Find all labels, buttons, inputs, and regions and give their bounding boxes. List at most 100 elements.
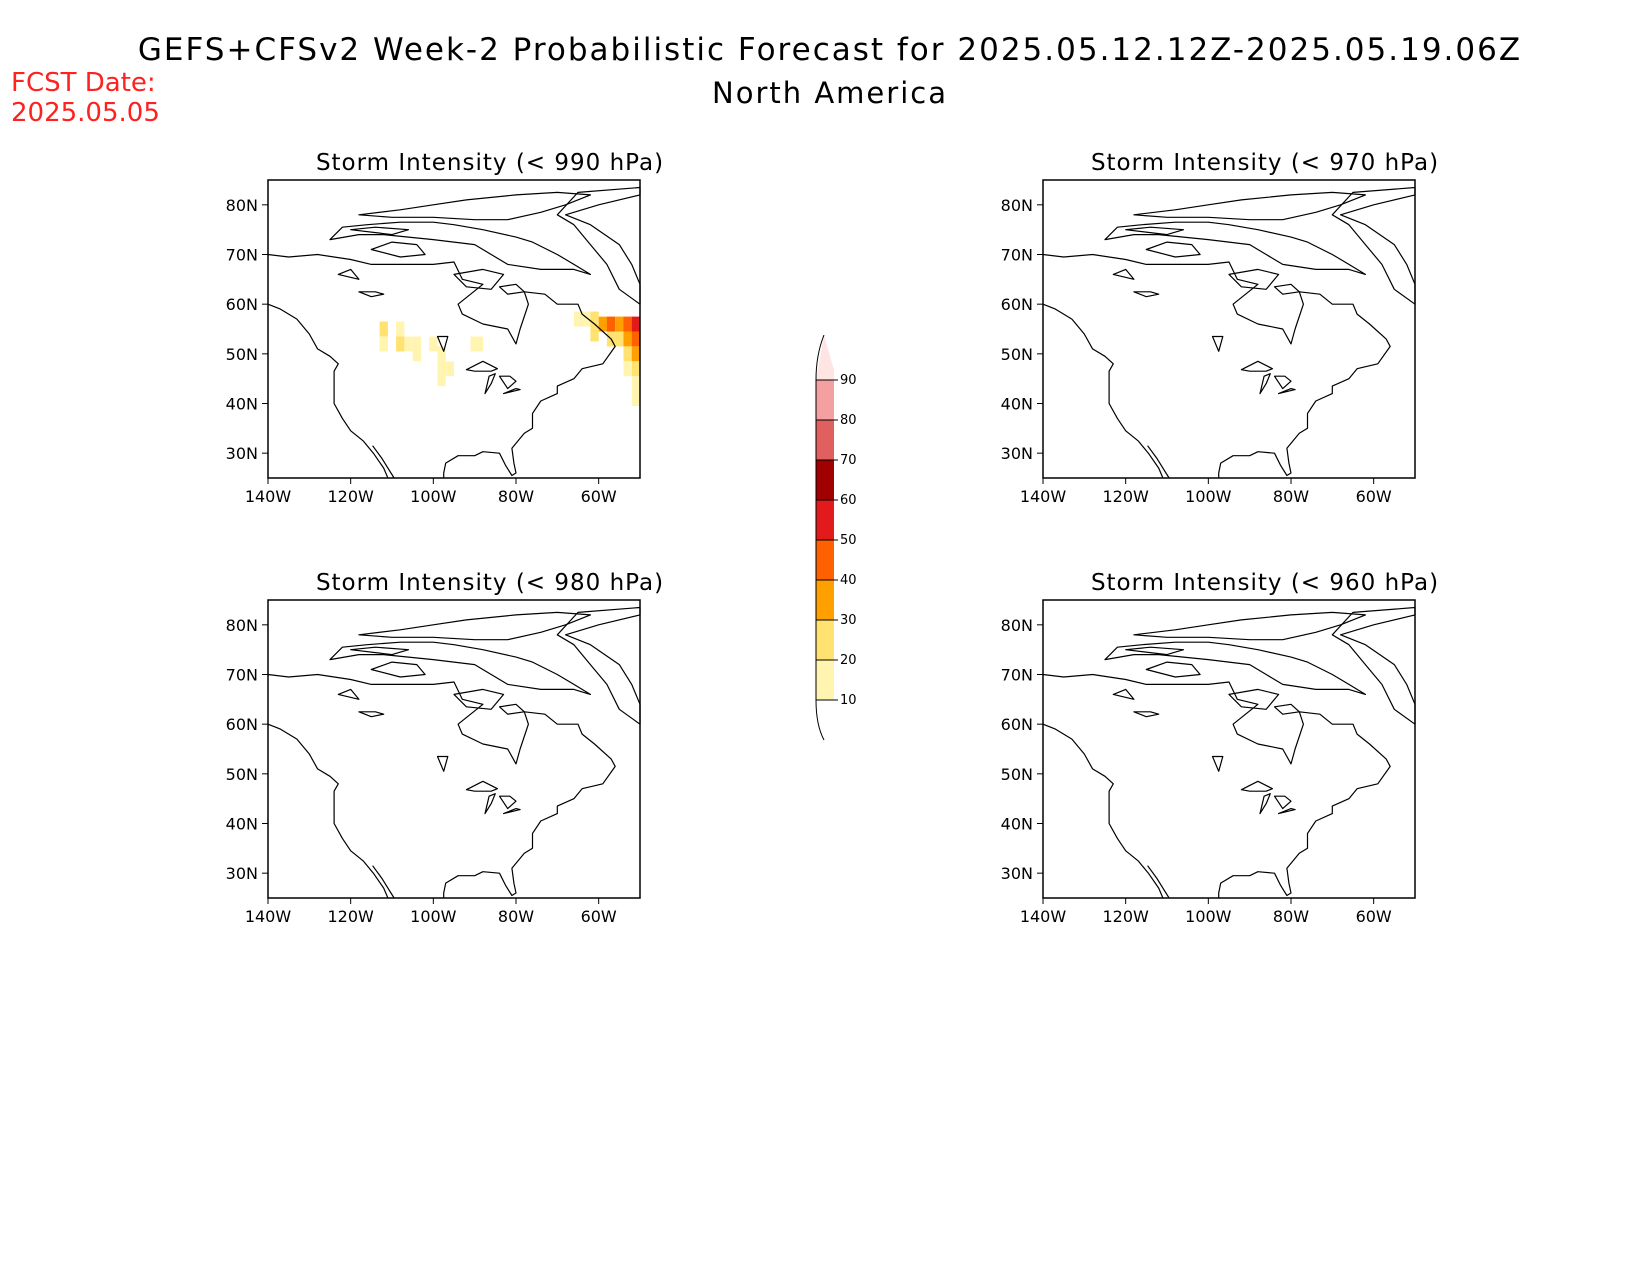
coastline-island <box>1104 221 1366 275</box>
shade-cell <box>615 331 624 347</box>
shade-cell <box>631 391 640 406</box>
shade-cell <box>598 316 607 332</box>
shade-cell <box>615 316 624 332</box>
coastline-north-america <box>1042 253 1391 478</box>
colorbar-label: 80 <box>840 413 857 428</box>
coastline-island <box>350 646 410 656</box>
lat-label: 30N <box>226 864 258 883</box>
shade-cell <box>623 331 632 347</box>
shade-cell <box>590 326 599 342</box>
colorbar-segment <box>816 460 834 500</box>
lat-label: 50N <box>1001 765 1033 784</box>
panel-title: Storm Intensity (< 970 hPa) <box>1090 150 1440 176</box>
colorbar-segment <box>816 660 834 700</box>
lake-outline <box>1278 808 1296 815</box>
lat-label: 50N <box>226 765 258 784</box>
lat-label: 80N <box>226 616 258 635</box>
coastline-north-america <box>267 673 616 898</box>
shade-cell <box>437 361 446 377</box>
shade-cell <box>623 361 632 377</box>
shade-cell <box>631 346 640 362</box>
shade-cell <box>379 336 388 352</box>
coastline-north-america <box>1042 673 1391 898</box>
coastline-island <box>1145 661 1201 678</box>
coastline-baja <box>362 860 389 899</box>
coastline-island <box>1125 226 1185 236</box>
map-980: 80N 70N 60N 50N 40N 30N 140W 120W 100W 80W 60W <box>226 599 641 926</box>
lake-outline <box>498 375 517 390</box>
fcst-date-label: FCST Date: <box>11 68 156 98</box>
coastline-mexico <box>372 865 395 899</box>
coastline-island <box>1273 283 1300 295</box>
coastline-island <box>1104 641 1366 695</box>
colorbar-top-cap <box>816 335 834 380</box>
coastline-island <box>1228 688 1280 710</box>
lake-outline <box>358 711 385 718</box>
lon-label: 100W <box>410 487 457 506</box>
coastline-island <box>498 283 525 295</box>
coastline-west <box>267 723 364 862</box>
lon-label: 120W <box>327 487 374 506</box>
lake-outline <box>1259 793 1271 815</box>
coastline-island <box>370 241 426 258</box>
colorbar-label: 70 <box>840 453 857 468</box>
map-frame <box>267 179 641 479</box>
lat-label: 40N <box>1001 395 1033 414</box>
lon-label: 60W <box>581 487 617 506</box>
lon-label: 100W <box>410 907 457 926</box>
main-title: GEFS+CFSv2 Week-2 Probabilistic Forecast… <box>137 32 1523 68</box>
lake-outline <box>1211 335 1224 352</box>
lat-label: 80N <box>1001 616 1033 635</box>
coastline-west <box>1042 303 1139 442</box>
shade-cell <box>631 361 640 377</box>
lat-label: 40N <box>1001 815 1033 834</box>
lake-outline <box>465 360 498 372</box>
panel-960: Storm Intensity (< 960 hPa) 80N 70N 60N 50N… <box>975 570 1495 950</box>
colorbar-label: 90 <box>840 373 857 388</box>
lake-outline <box>337 688 360 700</box>
map-frame <box>1042 599 1416 899</box>
lon-label: 80W <box>498 907 534 926</box>
lon-label: 80W <box>498 487 534 506</box>
shade-cell <box>631 331 640 347</box>
coastlines <box>1042 186 1416 479</box>
lon-label: 140W <box>245 907 292 926</box>
colorbar-segment <box>816 420 834 460</box>
colorbar-segment <box>816 580 834 620</box>
lon-label: 120W <box>1102 907 1149 926</box>
coastline-island <box>1133 191 1366 221</box>
lon-label: 80W <box>1273 487 1309 506</box>
lat-label: 70N <box>226 666 258 685</box>
shade-cell <box>474 336 483 352</box>
probability-colorbar: 90 80 70 60 50 40 30 20 10 <box>815 335 857 741</box>
lat-label: 40N <box>226 395 258 414</box>
shade-cell <box>631 376 640 392</box>
lake-outline <box>436 335 449 352</box>
shade-cell <box>623 316 632 332</box>
coastline-island <box>453 268 505 290</box>
lake-outline <box>503 388 521 395</box>
lake-outline <box>465 780 498 792</box>
lat-label: 70N <box>1001 246 1033 265</box>
colorbar-label: 40 <box>840 573 857 588</box>
coastlines <box>267 606 641 899</box>
coastline-mexico <box>372 445 395 479</box>
fcst-date-value: 2025.05.05 <box>11 98 160 128</box>
lon-label: 80W <box>1273 907 1309 926</box>
lake-outline <box>436 755 449 772</box>
lon-label: 140W <box>1020 487 1067 506</box>
shade-cell <box>582 311 591 327</box>
coastline-baja <box>362 440 389 479</box>
lat-label: 60N <box>1001 295 1033 314</box>
coastline-baja <box>1137 860 1164 899</box>
lon-label: 120W <box>327 907 374 926</box>
lake-outline <box>1259 373 1271 395</box>
colorbar-left-edge <box>815 380 825 741</box>
region-subtitle: North America <box>712 76 948 110</box>
lat-label: 70N <box>226 246 258 265</box>
lake-outline <box>1133 711 1160 718</box>
shade-cell <box>606 316 616 332</box>
coastline-north-america <box>267 253 616 478</box>
coastline-island <box>498 703 525 715</box>
map-frame <box>1042 179 1416 479</box>
